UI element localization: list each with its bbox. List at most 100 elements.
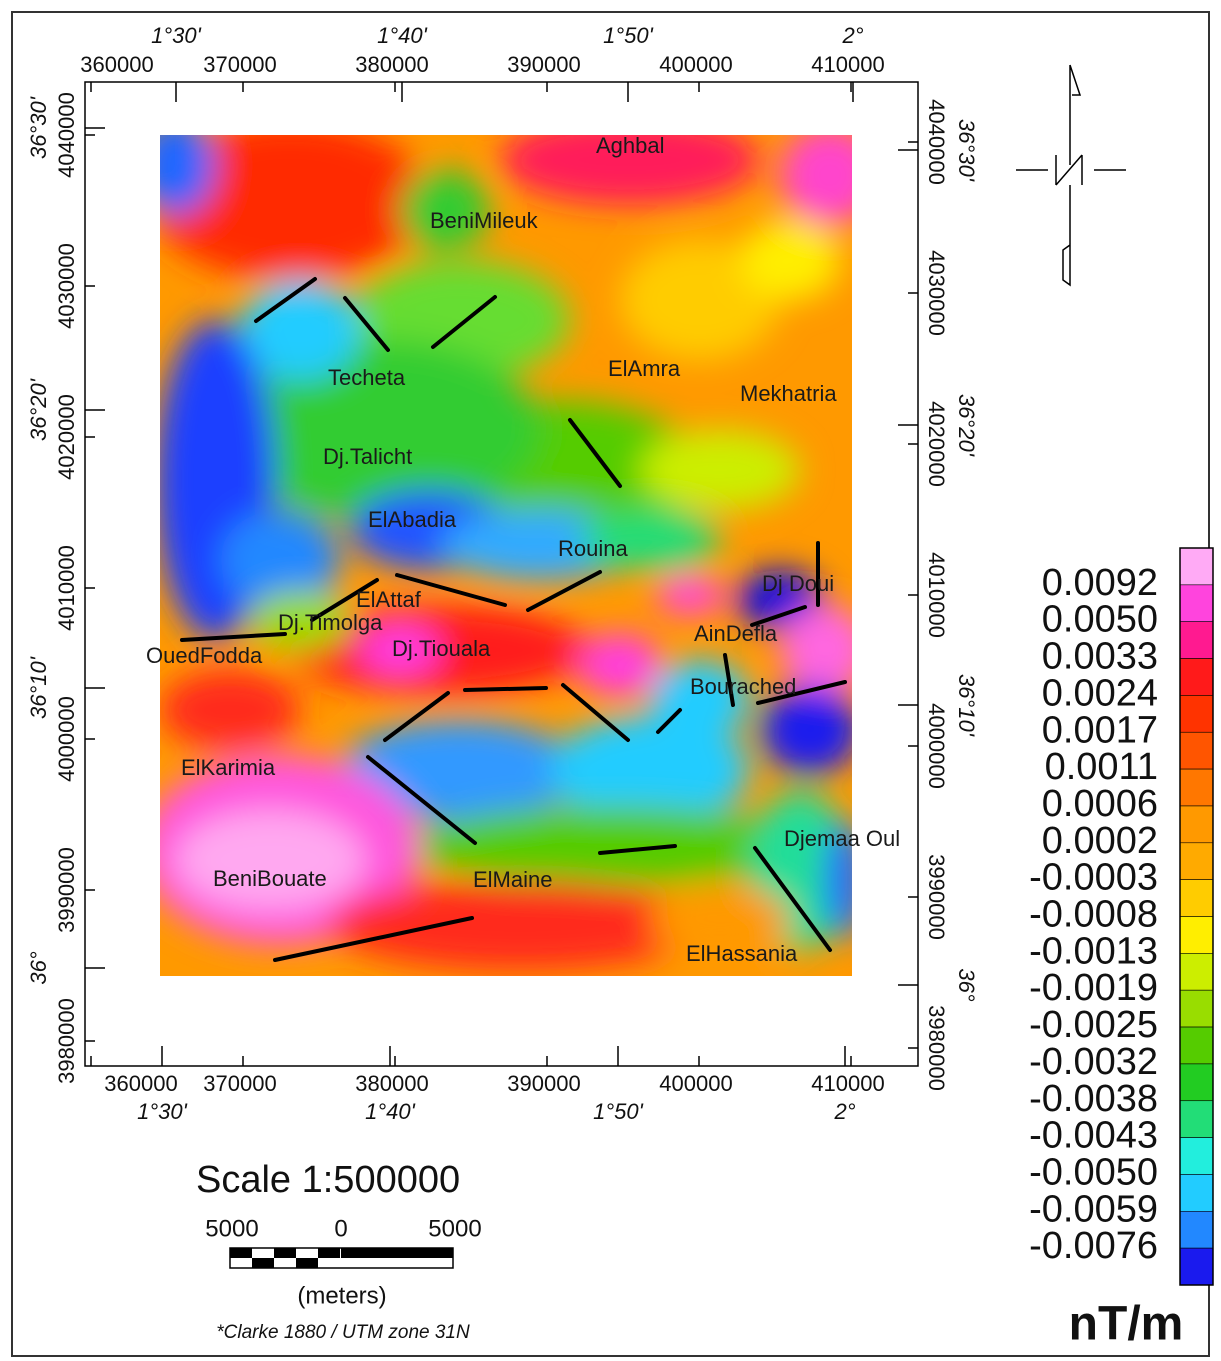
legend-swatch bbox=[1180, 1138, 1213, 1175]
legend-swatch bbox=[1180, 1174, 1213, 1211]
lineament bbox=[465, 688, 546, 690]
legend-label: 0.0033 bbox=[1042, 636, 1158, 678]
easting-label: 390000 bbox=[507, 1071, 580, 1096]
degree-label: 1°50' bbox=[593, 1099, 644, 1124]
legend-label: 0.0024 bbox=[1042, 672, 1158, 714]
place-name: Bourached bbox=[690, 674, 796, 699]
northing-label: 4040000 bbox=[924, 99, 949, 185]
legend-swatch bbox=[1180, 953, 1213, 990]
easting-label: 400000 bbox=[659, 52, 732, 77]
legend-swatch bbox=[1180, 1248, 1213, 1285]
scale-label: 5000 bbox=[428, 1215, 481, 1242]
legend-label: -0.0013 bbox=[1029, 930, 1158, 972]
legend-label: 0.0006 bbox=[1042, 783, 1158, 825]
easting-label: 360000 bbox=[80, 52, 153, 77]
legend-label: -0.0032 bbox=[1029, 1041, 1158, 1083]
legend-swatch bbox=[1180, 806, 1213, 843]
degree-label: 36°20' bbox=[26, 378, 51, 441]
northing-label: 4010000 bbox=[54, 545, 79, 631]
place-name: Dj.Talicht bbox=[323, 444, 412, 469]
legend-label: -0.0059 bbox=[1029, 1188, 1158, 1230]
easting-label: 370000 bbox=[203, 1071, 276, 1096]
legend-swatch bbox=[1180, 1064, 1213, 1101]
legend-unit: nT/m bbox=[1069, 1298, 1184, 1351]
place-name: Aghbal bbox=[596, 133, 665, 158]
place-name: ElAbadia bbox=[368, 507, 457, 532]
northing-label: 4010000 bbox=[924, 552, 949, 638]
place-name: ElAttaf bbox=[356, 587, 422, 612]
scale-label: 0 bbox=[334, 1215, 347, 1242]
degree-label: 1°30' bbox=[151, 23, 202, 48]
legend-label: 0.0011 bbox=[1045, 746, 1158, 788]
legend-swatch bbox=[1180, 622, 1213, 659]
legend-swatch bbox=[1180, 1211, 1213, 1248]
legend-swatch bbox=[1180, 769, 1213, 806]
legend-swatch bbox=[1180, 548, 1213, 585]
legend-label: -0.0019 bbox=[1029, 967, 1158, 1009]
place-name: Dj Doui bbox=[762, 571, 834, 596]
legend-swatch bbox=[1180, 695, 1213, 732]
legend-label: -0.0038 bbox=[1029, 1078, 1158, 1120]
legend-swatch bbox=[1180, 843, 1213, 880]
anomaly-field bbox=[135, 115, 880, 976]
degree-label: 36° bbox=[26, 951, 51, 984]
degree-label: 2° bbox=[833, 1099, 855, 1124]
degree-label: 36°10' bbox=[954, 674, 979, 737]
place-name: BeniBouate bbox=[213, 866, 327, 891]
place-name: Techeta bbox=[328, 365, 406, 390]
degree-label: 36°10' bbox=[26, 656, 51, 719]
degree-label: 1°40' bbox=[377, 23, 428, 48]
place-name: AinDefla bbox=[694, 621, 778, 646]
easting-label: 400000 bbox=[659, 1071, 732, 1096]
map-page: 360000 370000 380000 390000 400000 410000 1°30… bbox=[0, 0, 1221, 1361]
place-name: Mekhatria bbox=[740, 381, 837, 406]
degree-label: 36°30' bbox=[954, 119, 979, 182]
northing-label: 4000000 bbox=[54, 696, 79, 782]
northing-label: 4000000 bbox=[924, 703, 949, 789]
easting-label: 410000 bbox=[811, 1071, 884, 1096]
northing-label: 4040000 bbox=[54, 92, 79, 178]
place-name: ElHassania bbox=[686, 941, 798, 966]
legend-label: -0.0076 bbox=[1029, 1225, 1158, 1267]
legend-label: -0.0043 bbox=[1029, 1115, 1158, 1157]
legend-label: 0.0017 bbox=[1042, 709, 1158, 751]
easting-label: 390000 bbox=[507, 52, 580, 77]
place-name: ElKarimia bbox=[181, 755, 276, 780]
degree-label: 1°40' bbox=[365, 1099, 416, 1124]
legend-swatch bbox=[1180, 1101, 1213, 1138]
scale-title: Scale 1:500000 bbox=[196, 1159, 460, 1201]
degree-label: 2° bbox=[841, 23, 863, 48]
scale-label: 5000 bbox=[205, 1215, 258, 1242]
northing-label: 3990000 bbox=[54, 847, 79, 933]
legend-label: -0.0008 bbox=[1029, 894, 1158, 936]
easting-label: 380000 bbox=[355, 1071, 428, 1096]
northing-label: 3980000 bbox=[54, 998, 79, 1084]
legend-label: -0.0025 bbox=[1029, 1004, 1158, 1046]
place-name: Dj.Tiouala bbox=[392, 636, 491, 661]
legend-label: 0.0092 bbox=[1042, 562, 1158, 604]
legend-label: 0.0002 bbox=[1042, 820, 1158, 862]
legend-swatch bbox=[1180, 880, 1213, 917]
northing-label: 4020000 bbox=[924, 401, 949, 487]
easting-label: 360000 bbox=[104, 1071, 177, 1096]
northing-label: 4020000 bbox=[54, 394, 79, 480]
northing-label: 4030000 bbox=[924, 250, 949, 336]
scale-bar bbox=[230, 1248, 453, 1268]
northing-label: 4030000 bbox=[54, 243, 79, 329]
degree-label: 1°50' bbox=[603, 23, 654, 48]
legend-swatch bbox=[1180, 917, 1213, 954]
easting-label: 410000 bbox=[811, 52, 884, 77]
place-name: Dj.Timolga bbox=[278, 610, 383, 635]
legend-swatch bbox=[1180, 990, 1213, 1027]
degree-label: 36° bbox=[954, 968, 979, 1001]
legend-label: 0.0050 bbox=[1042, 599, 1158, 641]
legend-swatch bbox=[1180, 732, 1213, 769]
legend-swatch bbox=[1180, 659, 1213, 696]
legend-label: -0.0003 bbox=[1029, 857, 1158, 899]
place-name: ElAmra bbox=[608, 356, 681, 381]
degree-label: 36°30' bbox=[26, 96, 51, 159]
place-name: OuedFodda bbox=[146, 643, 263, 668]
degree-label: 1°30' bbox=[137, 1099, 188, 1124]
northing-label: 3990000 bbox=[924, 854, 949, 940]
legend-label: -0.0050 bbox=[1029, 1151, 1158, 1193]
